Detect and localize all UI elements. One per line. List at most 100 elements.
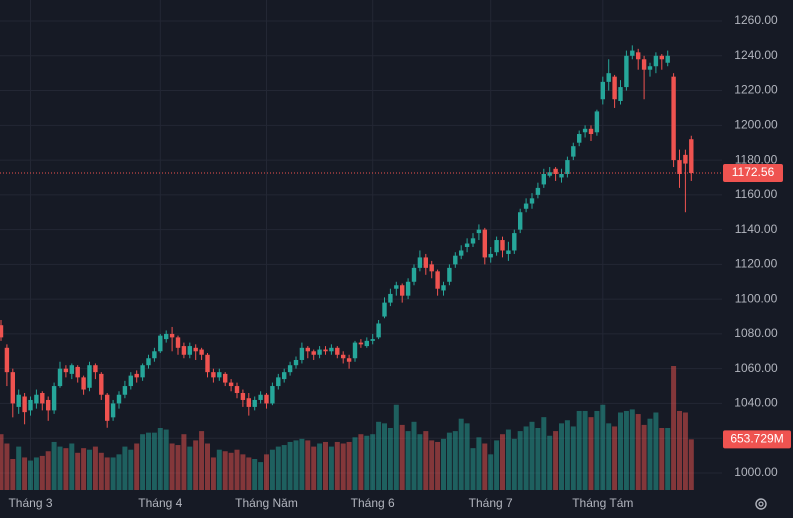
volume-bar: [576, 410, 582, 490]
candle-body: [512, 233, 517, 251]
candle-body: [600, 81, 605, 100]
candle-body: [93, 365, 98, 373]
candle-body: [689, 139, 694, 174]
volume-bar: [33, 457, 39, 490]
candle-body: [152, 351, 157, 359]
candle-body: [500, 240, 505, 251]
candle-body: [459, 250, 464, 256]
volume-bar: [517, 431, 523, 490]
candle-body: [653, 55, 659, 67]
candle-body: [364, 340, 369, 347]
volume-bar: [16, 446, 22, 490]
candle-body: [659, 55, 664, 60]
y-tick-label: 1100.00: [735, 291, 778, 305]
candle-body: [181, 346, 187, 355]
candle-body: [571, 146, 576, 157]
candle-body: [417, 257, 423, 268]
volume-bar: [423, 431, 429, 490]
candle-body: [158, 335, 163, 352]
candle-body: [22, 396, 27, 413]
volume-bar: [10, 459, 16, 490]
candle-body: [4, 347, 10, 373]
candle-body: [305, 347, 310, 352]
candle-body: [547, 172, 552, 176]
volume-bar: [175, 445, 181, 490]
volume-bar: [594, 410, 600, 490]
volume-bar: [98, 452, 104, 490]
candle-body: [228, 382, 234, 387]
y-tick-label: 1220.00: [734, 83, 778, 97]
volume-bar: [564, 420, 570, 490]
volume-bar: [582, 410, 588, 490]
volume-bar: [69, 443, 75, 490]
volume-bar: [358, 434, 364, 490]
candle-body: [140, 365, 145, 378]
y-tick-label: 1140.00: [735, 222, 778, 236]
volume-bars: [0, 366, 694, 490]
volume-bar: [600, 404, 606, 490]
candles: [0, 45, 694, 428]
candle-body: [193, 347, 198, 352]
volume-bar: [511, 438, 517, 490]
candle-body: [529, 198, 535, 204]
volume-bar: [293, 440, 299, 490]
candle-body: [0, 325, 4, 338]
candle-body: [10, 372, 15, 404]
candle-body: [624, 55, 629, 88]
volume-bar: [45, 451, 51, 490]
volume-bar: [22, 457, 28, 490]
y-tick-label: 1160.00: [735, 187, 778, 201]
volume-bar: [482, 443, 488, 490]
settings-icon[interactable]: [755, 498, 767, 510]
volume-bar: [311, 446, 317, 490]
volume-bar: [618, 412, 623, 490]
volume-bar: [340, 443, 346, 490]
candle-body: [464, 243, 470, 247]
candle-body: [671, 76, 676, 161]
candle-body: [594, 111, 600, 133]
candle-body: [618, 87, 623, 101]
candle-body: [128, 375, 133, 387]
candle-body: [329, 347, 334, 352]
candle-body: [81, 377, 86, 390]
x-tick-label: Tháng Năm: [235, 496, 298, 510]
candle-body: [382, 302, 387, 317]
candle-body: [636, 52, 641, 60]
candle-body: [169, 333, 175, 338]
volume-bar: [441, 438, 446, 490]
candle-body: [264, 394, 269, 404]
candle-body: [482, 229, 487, 258]
volume-bar: [210, 457, 216, 490]
volume-bar: [435, 441, 441, 490]
candle-body: [400, 285, 405, 296]
volume-bar: [104, 457, 110, 490]
volume-bar: [470, 448, 476, 490]
volume-bar: [387, 428, 393, 490]
volume-bar: [446, 432, 452, 490]
volume-bar: [81, 448, 87, 490]
volume-bar: [57, 446, 63, 490]
candle-body: [146, 358, 151, 366]
candle-body: [87, 365, 92, 388]
candle-body: [577, 134, 582, 143]
volume-bar: [187, 446, 193, 490]
candle-body: [16, 394, 21, 407]
y-tick-label: 1200.00: [734, 117, 778, 131]
candle-body: [116, 394, 122, 404]
volume-bar: [529, 421, 535, 490]
candle-body: [612, 76, 617, 100]
volume-bar: [429, 440, 435, 490]
volume-bar: [635, 414, 641, 490]
x-tick-label: Tháng 3: [8, 496, 52, 510]
volume-bar: [252, 459, 258, 490]
volume-bar: [305, 440, 311, 490]
volume-bar: [334, 441, 340, 490]
candle-body: [28, 399, 33, 411]
gear: [755, 498, 767, 510]
candle-body: [588, 128, 594, 135]
volume-bar: [665, 428, 671, 490]
candle-body: [217, 372, 222, 378]
volume-bar: [299, 438, 305, 490]
candle-body: [494, 240, 499, 253]
volume-bar: [352, 437, 358, 490]
